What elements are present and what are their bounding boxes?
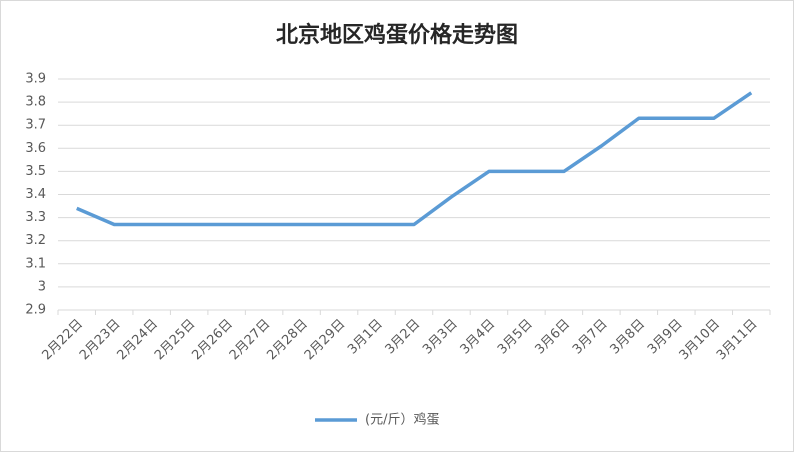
y-tick-label: 3.3 xyxy=(25,210,46,225)
chart-title: 北京地区鸡蛋价格走势图 xyxy=(276,22,518,48)
y-tick-label: 3.7 xyxy=(25,118,46,133)
y-tick-label: 3.5 xyxy=(25,164,46,179)
y-tick-label: 3 xyxy=(38,279,46,294)
y-tick-label: 3.9 xyxy=(25,72,46,87)
y-tick-label: 3.1 xyxy=(25,256,46,271)
y-tick-label: 3.6 xyxy=(25,141,46,156)
y-tick-label: 3.8 xyxy=(25,95,46,110)
y-tick-label: 2.9 xyxy=(25,303,46,318)
y-tick-label: 3.4 xyxy=(25,187,46,202)
line xyxy=(76,91,753,227)
y-tick-label: 3.2 xyxy=(25,233,46,248)
legend-label: (元/斤）鸡蛋 xyxy=(365,412,439,428)
